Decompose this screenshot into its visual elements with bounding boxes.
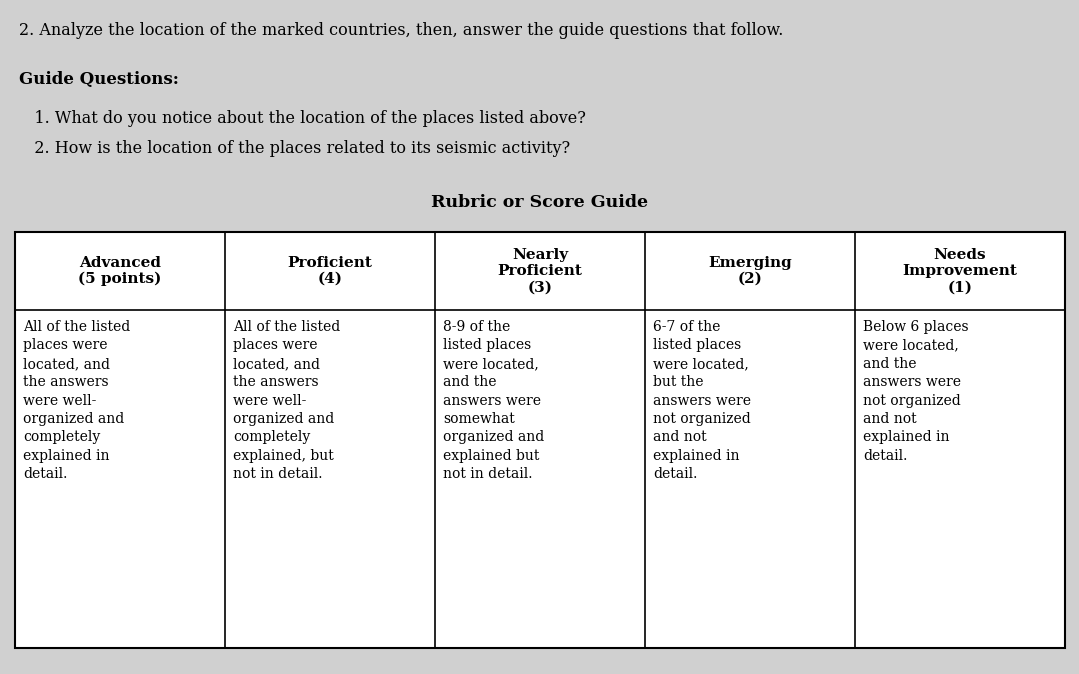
Text: Emerging
(2): Emerging (2) — [708, 256, 792, 286]
Text: Proficient
(4): Proficient (4) — [288, 256, 372, 286]
Text: All of the listed
places were
located, and
the answers
were well-
organized and
: All of the listed places were located, a… — [23, 320, 131, 481]
Text: 2. Analyze the location of the marked countries, then, answer the guide question: 2. Analyze the location of the marked co… — [19, 22, 783, 38]
Text: 2. How is the location of the places related to its seismic activity?: 2. How is the location of the places rel… — [19, 140, 571, 156]
Bar — [15, 232, 1065, 648]
Text: Advanced
(5 points): Advanced (5 points) — [79, 255, 162, 286]
Text: Needs
Improvement
(1): Needs Improvement (1) — [902, 248, 1017, 294]
Text: Rubric or Score Guide: Rubric or Score Guide — [431, 194, 648, 211]
Text: Guide Questions:: Guide Questions: — [19, 71, 179, 88]
Text: All of the listed
places were
located, and
the answers
were well-
organized and
: All of the listed places were located, a… — [233, 320, 340, 481]
Text: 1. What do you notice about the location of the places listed above?: 1. What do you notice about the location… — [19, 110, 586, 127]
Text: Below 6 places
were located,
and the
answers were
not organized
and not
explaine: Below 6 places were located, and the ans… — [863, 320, 969, 463]
Text: 8-9 of the
listed places
were located,
and the
answers were
somewhat
organized a: 8-9 of the listed places were located, a… — [443, 320, 544, 481]
Text: Nearly
Proficient
(3): Nearly Proficient (3) — [497, 248, 583, 294]
Text: 6-7 of the
listed places
were located,
but the
answers were
not organized
and no: 6-7 of the listed places were located, b… — [653, 320, 751, 481]
